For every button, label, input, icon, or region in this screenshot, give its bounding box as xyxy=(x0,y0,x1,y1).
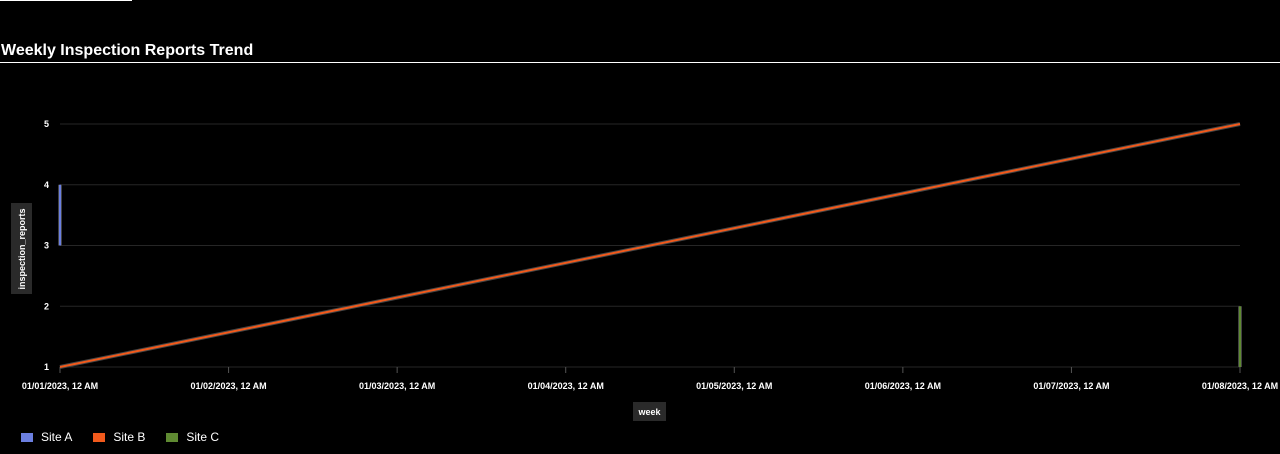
grid-lines xyxy=(59,123,1241,373)
y-axis-label-box: inspection_reports xyxy=(11,203,32,294)
legend-swatch xyxy=(165,431,180,443)
legend-item-site-a[interactable]: Site A xyxy=(20,430,72,444)
y-axis-label: inspection_reports xyxy=(17,208,27,289)
x-tick-label: 01/07/2023, 12 AM xyxy=(1033,381,1109,391)
legend-label: Site B xyxy=(113,430,146,444)
y-tick-label: 3 xyxy=(44,241,49,251)
x-axis-label-box: week xyxy=(633,402,666,421)
legend-item-site-c[interactable]: Site C xyxy=(165,430,219,444)
legend-label: Site C xyxy=(186,430,220,444)
legend: Site A Site B Site C xyxy=(20,430,219,444)
y-tick-label: 5 xyxy=(44,119,49,129)
title-underline xyxy=(0,62,1280,63)
x-tick-label: 01/01/2023, 12 AM xyxy=(22,381,98,391)
x-tick-label: 01/08/2023, 12 AM xyxy=(1202,381,1278,391)
legend-swatch xyxy=(20,431,34,443)
series-line-site-b[interactable] xyxy=(59,123,1241,368)
chart-title: Weekly Inspection Reports Trend xyxy=(1,42,254,59)
legend-item-site-b[interactable]: Site B xyxy=(92,430,145,444)
x-tick-label: 01/06/2023, 12 AM xyxy=(865,381,941,391)
y-tick-label: 2 xyxy=(44,301,49,311)
top-divider xyxy=(0,0,132,1)
x-axis: 01/01/2023, 12 AM 01/02/2023, 12 AM 01/03/… xyxy=(22,381,1278,391)
y-axis: 1 2 3 4 5 xyxy=(44,119,49,372)
x-tick-label: 01/05/2023, 12 AM xyxy=(696,381,772,391)
legend-label: Site A xyxy=(41,430,73,444)
x-tick-label: 01/02/2023, 12 AM xyxy=(190,381,266,391)
x-axis-label: week xyxy=(637,407,661,417)
series-layer xyxy=(58,122,1242,369)
legend-swatch xyxy=(92,431,107,443)
y-tick-label: 1 xyxy=(44,362,49,372)
x-tick-label: 01/04/2023, 12 AM xyxy=(528,381,604,391)
x-tick-label: 01/03/2023, 12 AM xyxy=(359,381,435,391)
y-tick-label: 4 xyxy=(44,180,49,190)
